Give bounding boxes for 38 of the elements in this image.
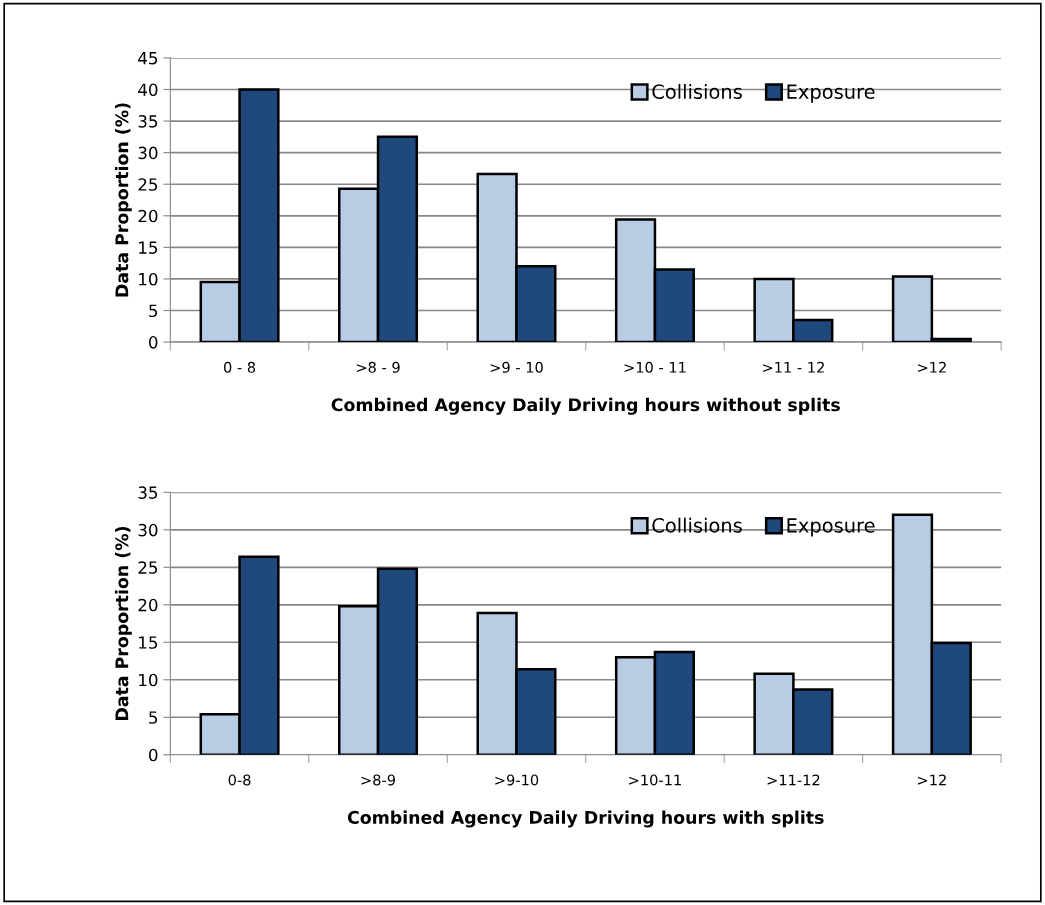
x-tick-label: >12 <box>918 361 946 373</box>
x-tick-label: >9-10 <box>495 774 539 786</box>
y-tick-label: 20 <box>138 598 158 612</box>
y-tick-label: 30 <box>138 146 158 160</box>
legend-label: Exposure <box>787 84 875 103</box>
y-tick-label: 0 <box>149 748 158 762</box>
x-tick-label: >10 - 11 <box>624 361 686 373</box>
y-tick-label: 35 <box>138 115 158 128</box>
y-axis-title: Data Proportion (%) <box>114 103 132 297</box>
y-tick-label: 10 <box>139 673 158 687</box>
x-tick-label: >10-11 <box>629 774 681 786</box>
legend-label: Collisions <box>652 83 742 99</box>
y-tick-label: 30 <box>138 523 158 537</box>
y-tick-label: 15 <box>139 241 158 254</box>
y-tick-label: 15 <box>139 636 158 649</box>
x-tick-label: >8 - 9 <box>356 361 400 373</box>
x-tick-label: >8-9 <box>361 774 396 786</box>
x-tick-label: >11-12 <box>767 774 820 786</box>
y-tick-label: 25 <box>138 178 158 191</box>
y-tick-label: 10 <box>139 272 158 286</box>
x-tick-label: >11 - 12 <box>763 361 824 373</box>
y-axis-title: Data Proportion (%) <box>114 526 132 721</box>
x-tick-label: 0-8 <box>228 774 251 786</box>
legend-label: Collisions <box>652 517 742 533</box>
x-tick-label: >12 <box>918 774 946 786</box>
x-axis-title: Combined Agency Daily Driving hours without splits <box>331 397 840 415</box>
y-tick-label: 40 <box>138 83 158 97</box>
y-tick-label: 45 <box>138 52 158 65</box>
x-tick-label: 0 - 8 <box>223 361 256 373</box>
y-tick-label: 0 <box>149 336 158 349</box>
legend-label: Exposure <box>787 518 875 537</box>
x-axis-title: Combined Agency Daily Driving hours with splits <box>347 810 824 828</box>
y-tick-label: 20 <box>138 209 158 223</box>
y-tick-label: 5 <box>149 304 158 318</box>
y-tick-label: 35 <box>138 486 158 499</box>
x-tick-label: >9 - 10 <box>490 361 543 373</box>
y-tick-label: 5 <box>149 711 158 724</box>
y-tick-label: 25 <box>138 561 158 574</box>
